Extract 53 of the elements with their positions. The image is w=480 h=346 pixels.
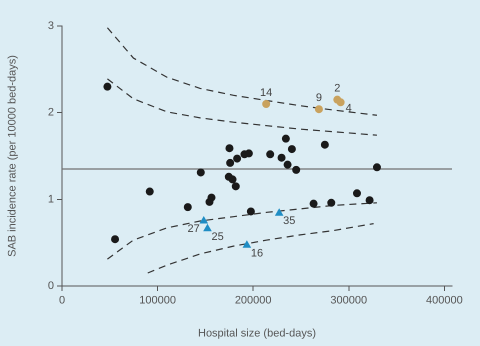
annotation: 27 <box>188 223 200 236</box>
point <box>320 140 329 149</box>
annotation: 25 <box>211 230 224 243</box>
point <box>225 144 234 152</box>
annotation: 14 <box>260 87 272 100</box>
point <box>242 240 251 248</box>
point <box>111 235 120 244</box>
line-series <box>106 78 378 136</box>
point <box>352 189 361 198</box>
point <box>278 154 286 162</box>
annotation: 4 <box>346 102 352 114</box>
point <box>246 207 255 216</box>
annotation: 16 <box>250 247 264 260</box>
point <box>196 168 205 176</box>
point <box>262 100 270 108</box>
point <box>310 200 318 208</box>
point <box>292 166 300 174</box>
point <box>336 98 345 106</box>
point <box>184 203 192 212</box>
point <box>204 224 212 232</box>
y-tick-label: 2 <box>48 106 54 119</box>
point <box>314 105 323 114</box>
point <box>228 175 237 184</box>
point <box>233 154 242 163</box>
point <box>266 150 274 158</box>
x-tick-label: 400000 <box>426 294 463 307</box>
line-series <box>147 223 374 274</box>
x-axis-title: Hospital size (bed-days) <box>198 327 316 340</box>
annotation: 9 <box>316 92 322 104</box>
x-tick-label: 200000 <box>234 294 272 307</box>
point <box>232 182 240 190</box>
line-series <box>106 27 378 116</box>
point <box>366 196 374 204</box>
point <box>282 134 290 143</box>
point <box>275 208 284 216</box>
y-tick-label: 0 <box>48 280 54 292</box>
point <box>226 158 234 167</box>
point <box>284 160 292 169</box>
x-tick-label: 100000 <box>139 294 176 307</box>
point <box>288 145 296 154</box>
point <box>372 163 381 172</box>
point <box>103 82 112 91</box>
y-tick-label: 1 <box>48 193 54 206</box>
x-tick-label: 0 <box>58 294 66 307</box>
annotation: 35 <box>283 215 296 228</box>
annotation: 2 <box>334 82 340 95</box>
y-tick-label: 3 <box>48 20 54 32</box>
point <box>200 216 208 224</box>
x-tick-label: 300000 <box>330 294 368 307</box>
point <box>146 188 154 196</box>
point <box>327 198 336 207</box>
y-axis-title: SAB incidence rate (per 10000 bed-days) <box>6 55 19 257</box>
point <box>208 194 216 202</box>
